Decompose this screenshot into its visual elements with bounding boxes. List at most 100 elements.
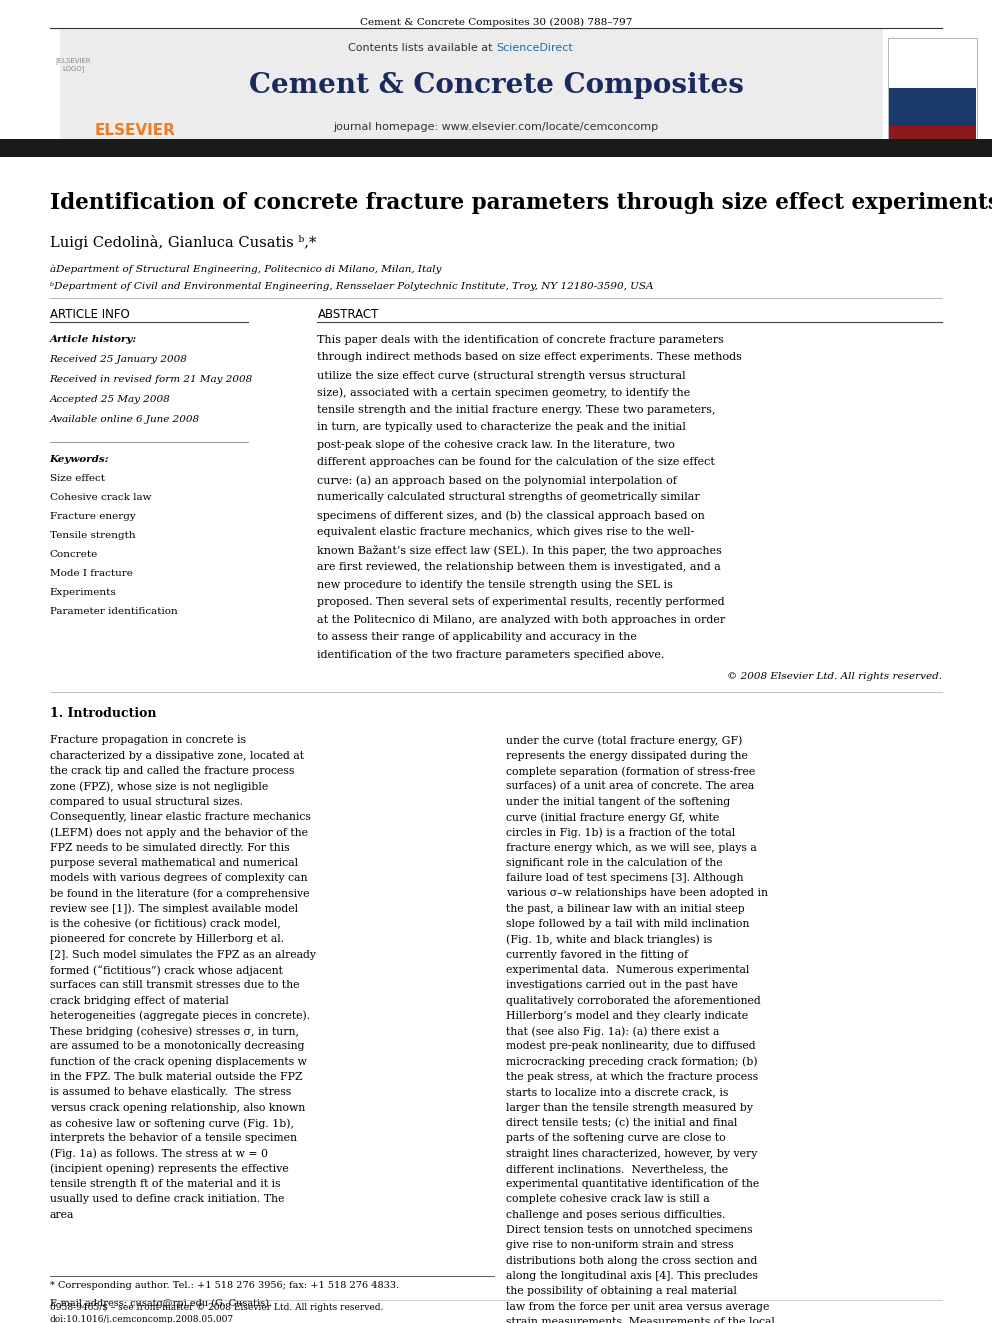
Text: crack bridging effect of material: crack bridging effect of material xyxy=(50,996,228,1005)
Text: known Bažant’s size effect law (SEL). In this paper, the two approaches: known Bažant’s size effect law (SEL). In… xyxy=(317,545,722,556)
Text: under the initial tangent of the softening: under the initial tangent of the softeni… xyxy=(506,796,730,807)
Text: post-peak slope of the cohesive crack law. In the literature, two: post-peak slope of the cohesive crack la… xyxy=(317,441,676,450)
Text: identification of the two fracture parameters specified above.: identification of the two fracture param… xyxy=(317,650,665,660)
Text: 1. Introduction: 1. Introduction xyxy=(50,708,156,721)
Text: are first reviewed, the relationship between them is investigated, and a: are first reviewed, the relationship bet… xyxy=(317,562,721,573)
Text: purpose several mathematical and numerical: purpose several mathematical and numeric… xyxy=(50,857,298,868)
Text: investigations carried out in the past have: investigations carried out in the past h… xyxy=(506,980,738,991)
Text: various σ–w relationships have been adopted in: various σ–w relationships have been adop… xyxy=(506,889,768,898)
Text: are assumed to be a monotonically decreasing: are assumed to be a monotonically decrea… xyxy=(50,1041,305,1052)
Text: complete cohesive crack law is still a: complete cohesive crack law is still a xyxy=(506,1195,709,1204)
Text: surfaces) of a unit area of concrete. The area: surfaces) of a unit area of concrete. Th… xyxy=(506,782,754,791)
Text: Fracture energy: Fracture energy xyxy=(50,512,135,521)
Text: circles in Fig. 1b) is a fraction of the total: circles in Fig. 1b) is a fraction of the… xyxy=(506,827,735,837)
Text: Accepted 25 May 2008: Accepted 25 May 2008 xyxy=(50,396,171,404)
Bar xyxy=(888,38,977,148)
Text: surfaces can still transmit stresses due to the: surfaces can still transmit stresses due… xyxy=(50,980,300,991)
Text: area: area xyxy=(50,1209,74,1220)
Text: usually used to define crack initiation. The: usually used to define crack initiation.… xyxy=(50,1195,284,1204)
Text: that (see also Fig. 1a): (a) there exist a: that (see also Fig. 1a): (a) there exist… xyxy=(506,1027,719,1037)
Text: Identification of concrete fracture parameters through size effect experiments: Identification of concrete fracture para… xyxy=(50,192,992,214)
Text: formed (“fictitious”) crack whose adjacent: formed (“fictitious”) crack whose adjace… xyxy=(50,964,283,976)
Text: qualitatively corroborated the aforementioned: qualitatively corroborated the aforement… xyxy=(506,996,761,1005)
Text: strain measurements. Measurements of the local: strain measurements. Measurements of the… xyxy=(506,1316,775,1323)
Text: [2]. Such model simulates the FPZ as an already: [2]. Such model simulates the FPZ as an … xyxy=(50,950,315,959)
Text: ELSEVIER: ELSEVIER xyxy=(94,123,176,138)
Text: E-mail address: cusatg@rpi.edu (G. Cusatis).: E-mail address: cusatg@rpi.edu (G. Cusat… xyxy=(50,1299,272,1308)
Text: starts to localize into a discrete crack, is: starts to localize into a discrete crack… xyxy=(506,1088,728,1097)
Text: failure load of test specimens [3]. Although: failure load of test specimens [3]. Alth… xyxy=(506,873,743,884)
Text: experimental quantitative identification of the: experimental quantitative identification… xyxy=(506,1179,759,1189)
Text: Direct tension tests on unnotched specimens: Direct tension tests on unnotched specim… xyxy=(506,1225,753,1236)
Text: Contents lists available at: Contents lists available at xyxy=(348,44,496,53)
Text: 0958-9465/$ – see front matter © 2008 Elsevier Ltd. All rights reserved.: 0958-9465/$ – see front matter © 2008 El… xyxy=(50,1303,383,1312)
Text: Keywords:: Keywords: xyxy=(50,455,109,464)
Text: size), associated with a certain specimen geometry, to identify the: size), associated with a certain specime… xyxy=(317,388,690,398)
Text: curve: (a) an approach based on the polynomial interpolation of: curve: (a) an approach based on the poly… xyxy=(317,475,678,486)
Text: Parameter identification: Parameter identification xyxy=(50,607,178,617)
Text: slope followed by a tail with mild inclination: slope followed by a tail with mild incli… xyxy=(506,919,749,929)
Text: Cement & Concrete Composites 30 (2008) 788–797: Cement & Concrete Composites 30 (2008) 7… xyxy=(360,19,632,28)
Text: function of the crack opening displacements w: function of the crack opening displaceme… xyxy=(50,1057,307,1066)
Text: to assess their range of applicability and accuracy in the: to assess their range of applicability a… xyxy=(317,632,637,643)
Text: different inclinations.  Nevertheless, the: different inclinations. Nevertheless, th… xyxy=(506,1164,728,1174)
Text: modest pre-peak nonlinearity, due to diffused: modest pre-peak nonlinearity, due to dif… xyxy=(506,1041,756,1052)
Text: straight lines characterized, however, by very: straight lines characterized, however, b… xyxy=(506,1148,757,1159)
Text: Available online 6 June 2008: Available online 6 June 2008 xyxy=(50,415,199,423)
Text: (Fig. 1b, white and black triangles) is: (Fig. 1b, white and black triangles) is xyxy=(506,934,712,945)
Text: zone (FPZ), whose size is not negligible: zone (FPZ), whose size is not negligible xyxy=(50,782,268,792)
Text: curve (initial fracture energy Gf, white: curve (initial fracture energy Gf, white xyxy=(506,812,719,823)
Text: Fracture propagation in concrete is: Fracture propagation in concrete is xyxy=(50,736,246,745)
Text: Consequently, linear elastic fracture mechanics: Consequently, linear elastic fracture me… xyxy=(50,812,310,822)
Text: journal homepage: www.elsevier.com/locate/cemconcomp: journal homepage: www.elsevier.com/locat… xyxy=(333,122,659,132)
Text: currently favored in the fitting of: currently favored in the fitting of xyxy=(506,950,688,959)
Text: numerically calculated structural strengths of geometrically similar: numerically calculated structural streng… xyxy=(317,492,700,503)
Text: ScienceDirect: ScienceDirect xyxy=(496,44,572,53)
Text: FPZ needs to be simulated directly. For this: FPZ needs to be simulated directly. For … xyxy=(50,843,290,852)
Bar xyxy=(0,139,992,157)
Text: Mode I fracture: Mode I fracture xyxy=(50,569,133,578)
Text: utilize the size effect curve (structural strength versus structural: utilize the size effect curve (structura… xyxy=(317,370,686,381)
Text: [ELSEVIER
LOGO]: [ELSEVIER LOGO] xyxy=(56,58,91,73)
Text: Size effect: Size effect xyxy=(50,474,104,483)
Text: versus crack opening relationship, also known: versus crack opening relationship, also … xyxy=(50,1102,305,1113)
Text: tensile strength ft of the material and it is: tensile strength ft of the material and … xyxy=(50,1179,280,1189)
Bar xyxy=(889,89,976,143)
Text: (Fig. 1a) as follows. The stress at w = 0: (Fig. 1a) as follows. The stress at w = … xyxy=(50,1148,268,1159)
Text: at the Politecnico di Milano, are analyzed with both approaches in order: at the Politecnico di Milano, are analyz… xyxy=(317,615,726,624)
Text: àDepartment of Structural Engineering, Politecnico di Milano, Milan, Italy: àDepartment of Structural Engineering, P… xyxy=(50,265,441,274)
Text: doi:10.1016/j.cemconcomp.2008.05.007: doi:10.1016/j.cemconcomp.2008.05.007 xyxy=(50,1315,234,1323)
Text: through indirect methods based on size effect experiments. These methods: through indirect methods based on size e… xyxy=(317,352,742,363)
Text: as cohesive law or softening curve (Fig. 1b),: as cohesive law or softening curve (Fig.… xyxy=(50,1118,294,1129)
Text: (incipient opening) represents the effective: (incipient opening) represents the effec… xyxy=(50,1164,289,1175)
Text: heterogeneities (aggregate pieces in concrete).: heterogeneities (aggregate pieces in con… xyxy=(50,1011,310,1021)
Text: represents the energy dissipated during the: represents the energy dissipated during … xyxy=(506,750,748,761)
Text: review see [1]). The simplest available model: review see [1]). The simplest available … xyxy=(50,904,298,914)
Text: Experiments: Experiments xyxy=(50,587,116,597)
Text: Hillerborg’s model and they clearly indicate: Hillerborg’s model and they clearly indi… xyxy=(506,1011,748,1021)
Bar xyxy=(889,89,976,126)
Text: Article history:: Article history: xyxy=(50,335,137,344)
Text: challenge and poses serious difficulties.: challenge and poses serious difficulties… xyxy=(506,1209,725,1220)
Text: ᵇDepartment of Civil and Environmental Engineering, Rensselaer Polytechnic Insti: ᵇDepartment of Civil and Environmental E… xyxy=(50,282,653,291)
Text: ABSTRACT: ABSTRACT xyxy=(317,308,379,321)
Text: specimens of different sizes, and (b) the classical approach based on: specimens of different sizes, and (b) th… xyxy=(317,509,705,520)
Text: under the curve (total fracture energy, GF): under the curve (total fracture energy, … xyxy=(506,736,742,746)
Text: pioneered for concrete by Hillerborg et al.: pioneered for concrete by Hillerborg et … xyxy=(50,934,284,945)
Text: tensile strength and the initial fracture energy. These two parameters,: tensile strength and the initial fractur… xyxy=(317,405,716,415)
Text: along the longitudinal axis [4]. This precludes: along the longitudinal axis [4]. This pr… xyxy=(506,1271,758,1281)
Text: characterized by a dissipative zone, located at: characterized by a dissipative zone, loc… xyxy=(50,750,304,761)
Text: This paper deals with the identification of concrete fracture parameters: This paper deals with the identification… xyxy=(317,335,724,345)
Text: interprets the behavior of a tensile specimen: interprets the behavior of a tensile spe… xyxy=(50,1134,297,1143)
Text: is assumed to behave elastically.  The stress: is assumed to behave elastically. The st… xyxy=(50,1088,291,1097)
Text: the peak stress, at which the fracture process: the peak stress, at which the fracture p… xyxy=(506,1072,758,1082)
Text: Cohesive crack law: Cohesive crack law xyxy=(50,493,151,501)
Text: parts of the softening curve are close to: parts of the softening curve are close t… xyxy=(506,1134,725,1143)
Text: be found in the literature (for a comprehensive: be found in the literature (for a compre… xyxy=(50,889,310,900)
Bar xyxy=(60,29,883,155)
Text: Received 25 January 2008: Received 25 January 2008 xyxy=(50,355,187,364)
Text: compared to usual structural sizes.: compared to usual structural sizes. xyxy=(50,796,243,807)
Text: experimental data.  Numerous experimental: experimental data. Numerous experimental xyxy=(506,964,749,975)
Text: fracture energy which, as we will see, plays a: fracture energy which, as we will see, p… xyxy=(506,843,757,852)
Text: equivalent elastic fracture mechanics, which gives rise to the well-: equivalent elastic fracture mechanics, w… xyxy=(317,528,694,537)
